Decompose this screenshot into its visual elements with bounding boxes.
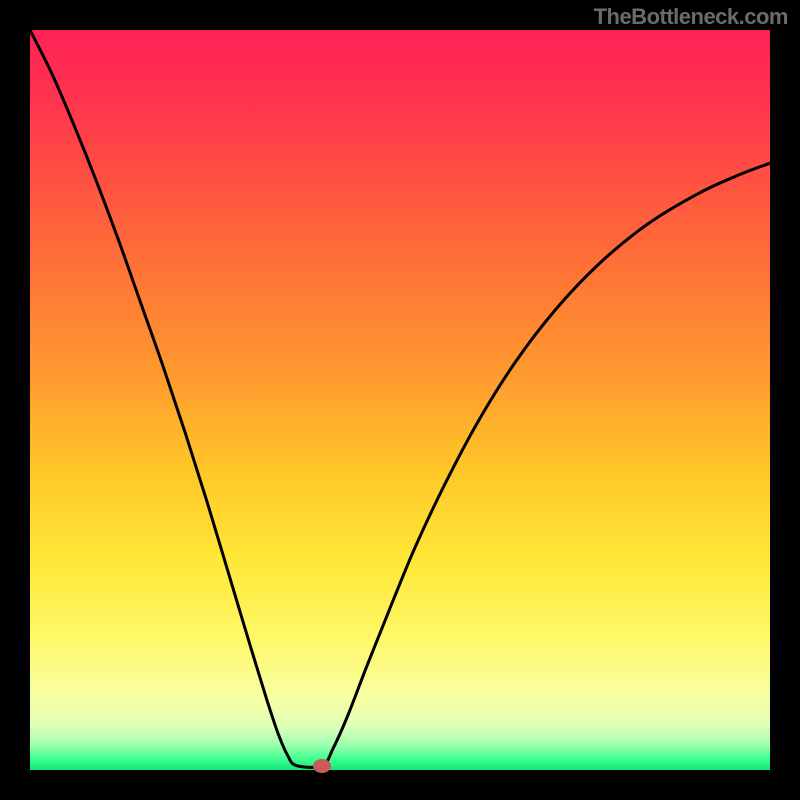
minimum-marker [313,759,331,773]
gradient-background [30,30,770,770]
plot-frame [30,30,770,770]
chart-container: TheBottleneck.com [0,0,800,800]
watermark-text: TheBottleneck.com [594,4,788,30]
